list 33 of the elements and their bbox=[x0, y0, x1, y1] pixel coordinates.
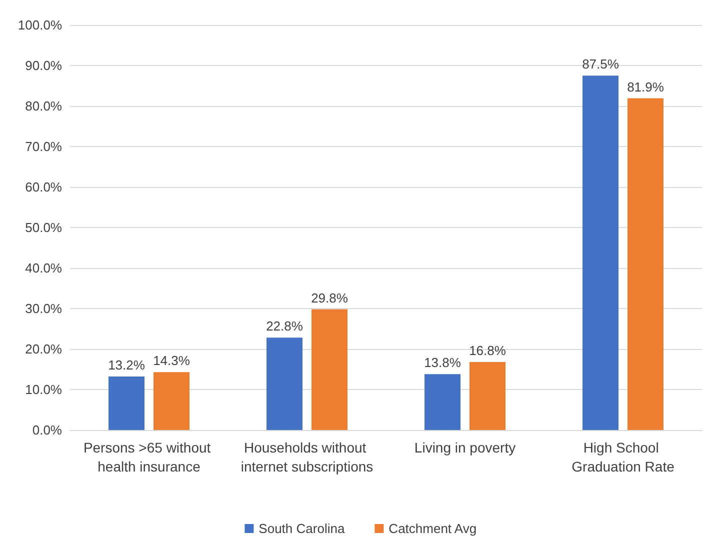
x-tick-label: High School Graduation Rate bbox=[572, 440, 675, 474]
x-tick-label: Persons >65 without health insurance bbox=[83, 440, 215, 474]
bar bbox=[266, 338, 302, 430]
bar bbox=[108, 376, 144, 430]
y-tick-label: 100.0% bbox=[18, 18, 62, 32]
data-label: 87.5% bbox=[582, 56, 620, 72]
y-tick-label: 40.0% bbox=[25, 260, 62, 276]
y-tick-label: 20.0% bbox=[25, 342, 62, 356]
legend-label: Catchment Avg bbox=[388, 521, 477, 536]
data-label: 13.8% bbox=[424, 355, 462, 370]
y-tick-label: 10.0% bbox=[25, 382, 62, 397]
data-label: 81.9% bbox=[627, 79, 664, 94]
data-label: 29.8% bbox=[311, 290, 348, 306]
x-tick-label: Households without internet subscriptions bbox=[240, 440, 374, 474]
legend-label: South Carolina bbox=[258, 521, 346, 536]
bar bbox=[470, 362, 506, 430]
y-tick-label: 50.0% bbox=[25, 220, 62, 235]
bar bbox=[628, 98, 664, 430]
y-tick-label: 0.0% bbox=[32, 422, 62, 438]
bar bbox=[424, 374, 460, 430]
x-tick-label: Living in poverty bbox=[414, 440, 516, 456]
bar bbox=[582, 76, 618, 430]
bar bbox=[312, 309, 348, 430]
y-tick-label: 80.0% bbox=[25, 98, 62, 114]
y-tick-label: 90.0% bbox=[25, 58, 62, 73]
data-label: 22.8% bbox=[266, 318, 304, 334]
data-label: 14.3% bbox=[153, 353, 190, 368]
y-tick-label: 30.0% bbox=[25, 301, 62, 316]
y-tick-label: 60.0% bbox=[25, 180, 62, 194]
data-label: 13.2% bbox=[108, 358, 146, 373]
bar bbox=[154, 372, 190, 430]
y-tick-label: 70.0% bbox=[25, 139, 62, 154]
data-label: 16.8% bbox=[469, 342, 506, 358]
